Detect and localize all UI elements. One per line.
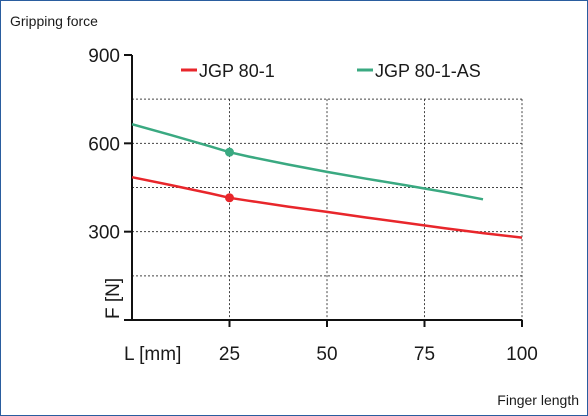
chart-title: Gripping force — [10, 13, 98, 29]
data-point-marker — [225, 147, 234, 157]
y-tick-label: 900 — [88, 46, 120, 67]
x-tick-label: 25 — [219, 344, 240, 365]
x-tick-label: 100 — [506, 344, 538, 365]
series-line-1 — [131, 175, 523, 239]
series-lines — [131, 122, 523, 239]
x-axis-name: L [mm] — [124, 344, 181, 365]
y-axis-label: F [N] — [103, 278, 124, 319]
y-tick-label: 600 — [88, 134, 120, 155]
tick-labels: 300 600 900 25 50 75 100 — [88, 46, 538, 365]
grid-lines — [132, 98, 523, 320]
legend-label: JGP 80-1 — [199, 61, 275, 81]
y-tick-label: 300 — [88, 223, 120, 244]
x-tick-label: 50 — [316, 344, 337, 365]
axes — [124, 54, 523, 327]
legend-label: JGP 80-1-AS — [375, 61, 481, 81]
x-tick-label: 75 — [414, 344, 435, 365]
legend: JGP 80-1 JGP 80-1-AS — [181, 61, 481, 81]
data-point-marker — [225, 193, 234, 203]
x-axis-label: Finger length — [497, 392, 579, 408]
series-line-2 — [131, 122, 484, 201]
